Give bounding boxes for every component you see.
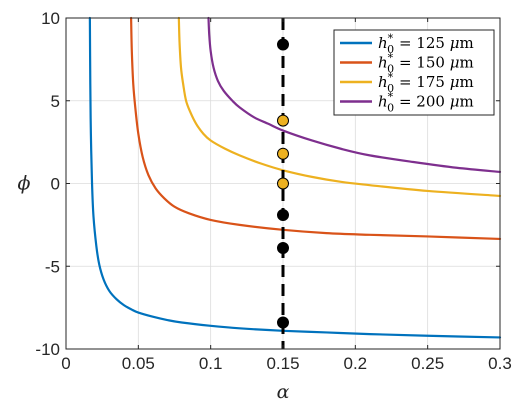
x-tick-label: 0.15: [266, 354, 299, 373]
series-lines: [88, 16, 502, 339]
y-tick-label: 5: [51, 92, 60, 111]
series-line-4: [207, 16, 502, 174]
y-tick-label: -10: [35, 340, 60, 359]
ticks: 0 0.05 0.1 0.15 0.2 0.25 0.3 -10 -5 0 5 10: [35, 9, 511, 373]
y-tick-label: 0: [51, 175, 60, 194]
x-tick-label: 0.2: [344, 354, 368, 373]
x-tick-label: 0.3: [488, 354, 512, 373]
legend-entry: h* 0 = 150 μm: [378, 52, 474, 76]
series-line-1: [88, 16, 502, 339]
series-line-3: [177, 16, 502, 198]
x-tick-label: 0.25: [411, 354, 444, 373]
y-tick-label: -5: [45, 257, 60, 276]
series-line-2: [130, 16, 502, 241]
data-point-marker: [277, 316, 289, 329]
data-point-marker: [277, 177, 289, 190]
x-tick-label: 0: [61, 354, 70, 373]
data-point-marker: [277, 147, 289, 160]
legend: h* 0 = 125 μmh* 0 = 150 μmh* 0 = 175 μmh* 0 …: [333, 29, 495, 116]
data-point-marker: [277, 114, 289, 127]
y-axis-label: ϕ: [18, 173, 31, 195]
x-tick-label: 0.1: [199, 354, 223, 373]
x-tick-label: 0.05: [122, 354, 155, 373]
legend-entry: h* 0 = 125 μm: [378, 32, 474, 56]
y-tick-label: 10: [41, 9, 60, 28]
data-point-marker: [277, 242, 289, 255]
data-point-marker: [277, 38, 289, 51]
legend-entry: h* 0 = 200 μm: [378, 91, 474, 115]
legend-entry: h* 0 = 175 μm: [378, 71, 474, 95]
data-point-marker: [277, 208, 289, 221]
markers: [277, 38, 289, 329]
x-axis-label: α: [277, 381, 290, 403]
